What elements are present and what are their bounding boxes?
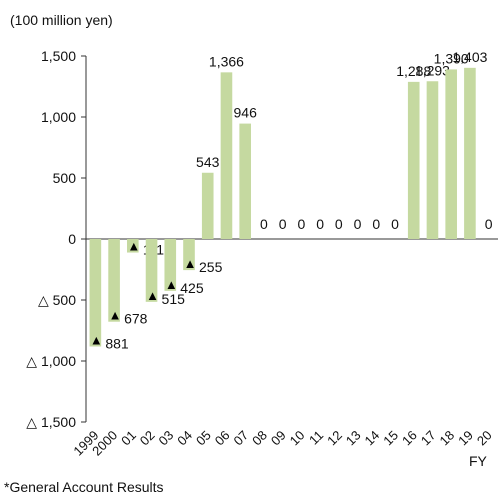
bar [426, 81, 439, 239]
footnote: *General Account Results [4, 479, 164, 495]
data-label: 255 [199, 259, 223, 275]
y-tick-label: 500 [53, 170, 77, 186]
y-tick-label: △ 500 [38, 292, 76, 308]
bar [220, 72, 233, 240]
negative-marker: ▲ [146, 288, 159, 303]
bar [239, 123, 251, 239]
x-tick-label: 20 [474, 428, 495, 449]
data-label: 543 [196, 154, 220, 170]
negative-marker: ▲ [165, 277, 178, 292]
data-label: 515 [162, 291, 186, 307]
data-label: 425 [180, 280, 204, 296]
data-label: 1,288 [396, 63, 431, 79]
negative-marker: ▲ [127, 239, 140, 254]
bar [89, 239, 102, 347]
data-label: 1,403 [452, 49, 487, 65]
x-tick-label: 10 [287, 428, 308, 449]
bar [127, 239, 139, 253]
data-label: 946 [234, 105, 258, 121]
data-label: 881 [105, 335, 129, 351]
data-label: 0 [316, 216, 324, 232]
negative-marker: ▲ [184, 256, 197, 271]
data-label: 0 [354, 216, 362, 232]
bar [445, 69, 457, 239]
data-label: 0 [335, 216, 343, 232]
y-tick-label: 1,000 [41, 109, 76, 125]
data-label: 678 [124, 311, 148, 327]
y-tick-label: 0 [68, 231, 76, 247]
bar [145, 239, 158, 302]
bar [108, 239, 120, 322]
negative-marker: ▲ [90, 332, 103, 347]
bar [464, 67, 476, 239]
y-tick-label: 1,500 [41, 48, 76, 64]
bar [164, 239, 177, 291]
bar [183, 239, 195, 271]
data-label: 0 [372, 216, 380, 232]
data-label: 1,366 [209, 53, 244, 69]
data-label: 0 [485, 216, 493, 232]
x-axis-suffix-label: FY [469, 453, 487, 469]
y-tick-label: △ 1,500 [26, 414, 76, 430]
data-label: 1,293 [415, 62, 450, 78]
bar [407, 81, 420, 239]
negative-marker: ▲ [109, 308, 122, 323]
data-label: 0 [297, 216, 305, 232]
y-tick-label: △ 1,000 [26, 353, 76, 369]
data-label: 0 [391, 216, 399, 232]
data-label: 0 [260, 216, 268, 232]
unit-label: (100 million yen) [10, 12, 113, 28]
bar [201, 172, 214, 239]
data-label: 1,390 [434, 50, 469, 66]
data-label: 0 [279, 216, 287, 232]
